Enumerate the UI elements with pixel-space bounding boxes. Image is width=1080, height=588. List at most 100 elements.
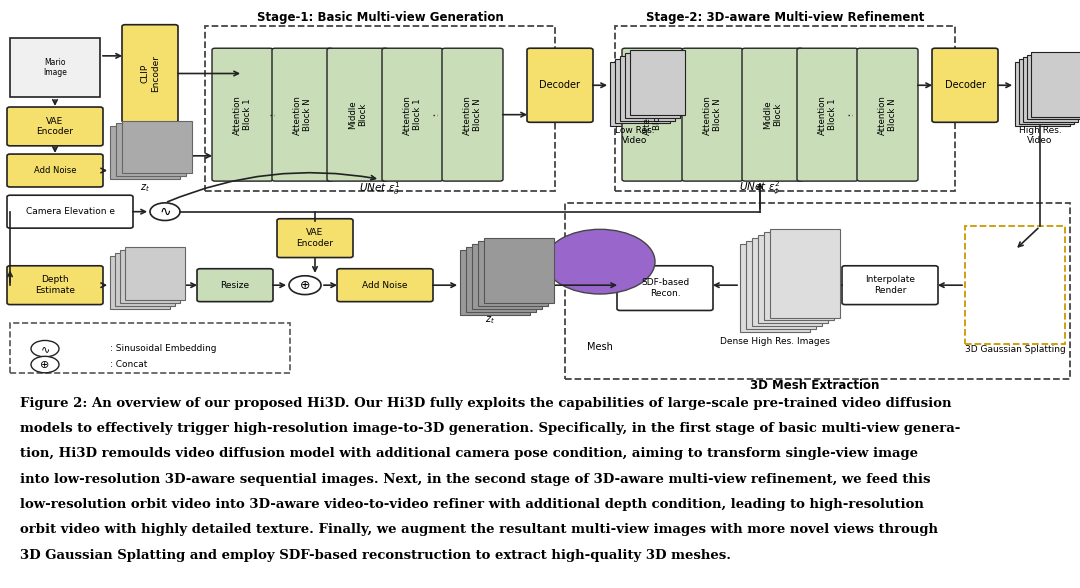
- Text: Add Noise: Add Noise: [33, 166, 77, 175]
- Text: Decoder: Decoder: [540, 80, 581, 91]
- Text: tion, Hi3D remoulds video diffusion model with additional camera pose condition,: tion, Hi3D remoulds video diffusion mode…: [21, 447, 918, 460]
- Text: Attention
Block N: Attention Block N: [703, 95, 723, 135]
- Bar: [110, 256, 170, 309]
- Text: Depth
Estimate: Depth Estimate: [35, 276, 75, 295]
- Text: 3D Gaussian Splatting and employ SDF-based reconstruction to extract high-qualit: 3D Gaussian Splatting and employ SDF-bas…: [21, 549, 731, 562]
- Bar: [116, 123, 186, 176]
- FancyBboxPatch shape: [6, 266, 103, 305]
- Text: Attention
Block 1: Attention Block 1: [818, 95, 837, 135]
- Text: Mario
Image: Mario Image: [43, 58, 67, 77]
- Bar: [122, 121, 192, 173]
- FancyBboxPatch shape: [681, 48, 743, 181]
- Text: Decoder: Decoder: [945, 80, 986, 91]
- Bar: [565, 203, 1070, 379]
- Bar: [120, 250, 180, 303]
- FancyBboxPatch shape: [527, 48, 593, 122]
- Bar: [460, 250, 530, 315]
- Bar: [110, 126, 180, 179]
- Bar: [472, 244, 542, 309]
- FancyBboxPatch shape: [797, 48, 858, 181]
- Bar: [465, 247, 536, 312]
- FancyBboxPatch shape: [212, 48, 273, 181]
- FancyBboxPatch shape: [6, 154, 103, 187]
- Text: SDF-based
Recon.: SDF-based Recon.: [640, 279, 689, 298]
- Bar: [484, 238, 554, 303]
- FancyBboxPatch shape: [858, 48, 918, 181]
- Bar: [1020, 59, 1074, 124]
- Bar: [625, 53, 680, 118]
- Bar: [740, 244, 810, 332]
- FancyBboxPatch shape: [272, 48, 333, 181]
- Text: low-resolution orbit video into 3D-aware video-to-video refiner with additional : low-resolution orbit video into 3D-aware…: [21, 498, 923, 511]
- Bar: [615, 26, 955, 191]
- Bar: [752, 238, 822, 326]
- Text: $z_t$: $z_t$: [140, 182, 150, 194]
- Bar: [478, 241, 548, 306]
- Text: UNet $\epsilon^1_\theta$: UNet $\epsilon^1_\theta$: [360, 180, 401, 196]
- Text: 3D Gaussian Splatting: 3D Gaussian Splatting: [964, 345, 1065, 355]
- Bar: [615, 59, 670, 123]
- Text: Stage-1: Basic Multi-view Generation: Stage-1: Basic Multi-view Generation: [257, 11, 503, 24]
- Bar: [764, 232, 834, 320]
- Bar: [630, 50, 685, 115]
- Text: ∿: ∿: [159, 205, 171, 219]
- Bar: [966, 226, 1065, 344]
- Text: Camera Elevation e: Camera Elevation e: [26, 207, 114, 216]
- Bar: [1031, 52, 1080, 117]
- Bar: [125, 247, 185, 300]
- FancyBboxPatch shape: [742, 48, 804, 181]
- Text: orbit video with highly detailed texture. Finally, we augment the resultant mult: orbit video with highly detailed texture…: [21, 523, 939, 536]
- Bar: [10, 38, 100, 97]
- FancyBboxPatch shape: [617, 266, 713, 310]
- Bar: [746, 241, 816, 329]
- Circle shape: [31, 340, 59, 357]
- Text: Attention
Block 1: Attention Block 1: [403, 95, 422, 135]
- FancyBboxPatch shape: [6, 195, 133, 228]
- Text: 3D Mesh Extraction: 3D Mesh Extraction: [751, 379, 880, 392]
- Text: models to effectively trigger high-resolution image-to-3D generation. Specifical: models to effectively trigger high-resol…: [21, 422, 960, 435]
- Circle shape: [31, 356, 59, 373]
- Text: VAE
Encoder: VAE Encoder: [297, 229, 334, 248]
- FancyBboxPatch shape: [197, 269, 273, 302]
- Circle shape: [150, 203, 180, 220]
- FancyBboxPatch shape: [622, 48, 683, 181]
- Text: VAE
Encoder: VAE Encoder: [37, 117, 73, 136]
- FancyBboxPatch shape: [276, 219, 353, 258]
- Bar: [1015, 62, 1070, 126]
- Text: Attention
Block N: Attention Block N: [293, 95, 312, 135]
- Text: Middle
Block: Middle Block: [762, 101, 782, 129]
- FancyBboxPatch shape: [382, 48, 443, 181]
- Text: UNet $\epsilon^2_\phi$: UNet $\epsilon^2_\phi$: [740, 179, 781, 197]
- Bar: [610, 62, 665, 126]
- Bar: [10, 323, 291, 373]
- Text: Low Res.
Video: Low Res. Video: [616, 126, 654, 145]
- Circle shape: [289, 276, 321, 295]
- Text: Attention
Block N: Attention Block N: [463, 95, 482, 135]
- Text: Add Noise: Add Noise: [362, 280, 408, 290]
- FancyBboxPatch shape: [337, 269, 433, 302]
- Text: Resize: Resize: [220, 280, 249, 290]
- Text: Middle
Block: Middle Block: [348, 101, 367, 129]
- FancyBboxPatch shape: [932, 48, 998, 122]
- FancyBboxPatch shape: [327, 48, 388, 181]
- Text: ∿: ∿: [40, 343, 50, 354]
- Text: into low-resolution 3D-aware sequential images. Next, in the second stage of 3D-: into low-resolution 3D-aware sequential …: [21, 473, 931, 486]
- Text: High Res.
Video: High Res. Video: [1018, 126, 1062, 145]
- Text: Dense High Res. Images: Dense High Res. Images: [720, 336, 829, 346]
- Bar: [620, 56, 675, 121]
- Text: Attention
Block 1: Attention Block 1: [233, 95, 253, 135]
- Text: Stage-2: 3D-aware Multi-view Refinement: Stage-2: 3D-aware Multi-view Refinement: [646, 11, 924, 24]
- Bar: [770, 229, 840, 318]
- Text: ⊕: ⊕: [40, 359, 50, 370]
- Bar: [1023, 57, 1078, 122]
- Text: : Sinusoidal Embedding: : Sinusoidal Embedding: [110, 344, 216, 353]
- Text: ⊕: ⊕: [300, 279, 310, 292]
- Bar: [114, 253, 175, 306]
- Text: Attention
Block N: Attention Block N: [878, 95, 897, 135]
- Circle shape: [545, 229, 654, 294]
- Bar: [205, 26, 555, 191]
- Text: Attention
Block 1: Attention Block 1: [643, 95, 662, 135]
- Text: $z_t$: $z_t$: [485, 315, 495, 326]
- Text: Figure 2: An overview of our proposed Hi3D. Our Hi3D fully exploits the capabili: Figure 2: An overview of our proposed Hi…: [21, 397, 951, 410]
- Text: Mesh: Mesh: [588, 342, 613, 352]
